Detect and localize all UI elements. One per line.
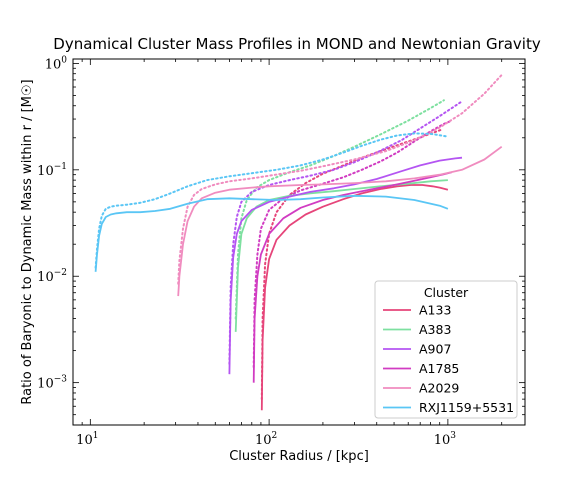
series-solid-a133 [260,184,449,411]
x-tick-label: 102 [255,431,277,448]
x-tick-label: 103 [434,431,457,448]
x-tick-label: 101 [76,431,98,448]
legend-title: Cluster [424,285,469,300]
plot-frame [72,58,526,426]
y-tick-label: 10−1 [37,162,67,179]
y-axis-label: Ratio of Baryonic to Dynamic Mass within… [20,79,35,404]
x-axis-label: Cluster Radius / [kpc] [229,449,369,464]
legend-label: A1785 [419,361,459,376]
y-tick-label: 10−2 [37,268,67,285]
y-tick-label: 10−3 [37,375,67,392]
legend-label: RXJ1159+5531 [419,400,514,415]
legend: Cluster A133 A383 A907 A1785 A2029 RXJ1159+553… [374,280,518,419]
plot-series [94,73,503,411]
series-solid-a907 [228,156,463,375]
chart-title: Dynamical Cluster Mass Profiles in MOND … [53,35,541,53]
series-dotted-a2029 [177,73,503,285]
series-dotted-rxj1159-5531 [94,132,449,269]
legend-label: A133 [419,303,451,318]
y-tick-label: 100 [45,55,68,72]
series-solid-a2029 [177,145,503,297]
series-dotted-a907 [228,100,463,365]
legend-label: A383 [419,322,451,337]
legend-box [374,280,518,419]
legend-label: A2029 [419,381,459,396]
series-solid-rxj1159-5531 [94,194,449,272]
series-dotted-a383 [234,99,445,320]
legend-label: A907 [419,342,451,357]
